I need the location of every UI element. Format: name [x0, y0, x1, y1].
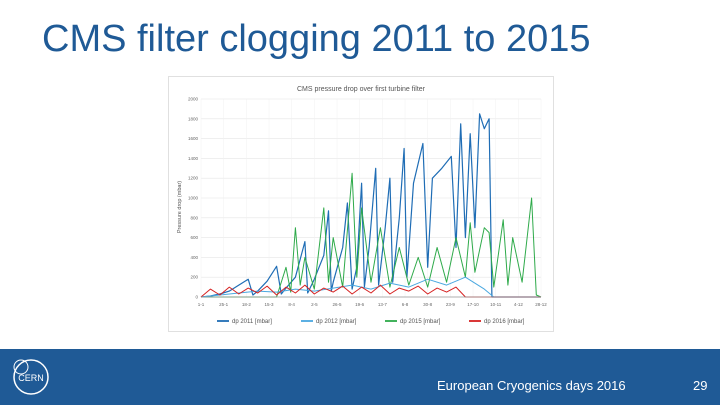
line-chart: CMS pressure drop over first turbine fil… — [177, 86, 547, 325]
x-tick-label: 26-5 — [332, 302, 342, 307]
y-tick-label: 1000 — [188, 196, 199, 201]
series-line-4 — [200, 284, 541, 298]
series-line-1 — [200, 113, 541, 298]
y-tick-label: 1200 — [188, 176, 199, 181]
x-tick-label: 17-10 — [467, 302, 479, 307]
chart-container: CMS pressure drop over first turbine fil… — [168, 76, 554, 332]
y-tick-label: 800 — [190, 215, 198, 220]
legend-label: dp 2012 [mbar] — [316, 319, 357, 325]
x-tick-label: 10-11 — [490, 302, 502, 307]
x-tick-label: 15-3 — [264, 302, 274, 307]
footer-event-text: European Cryogenics days 2016 — [437, 378, 626, 393]
x-tick-label: 28-12 — [535, 302, 547, 307]
x-tick-label: 18-2 — [242, 302, 252, 307]
x-tick-label: 4-12 — [514, 302, 524, 307]
x-tick-label: 13-7 — [378, 302, 388, 307]
x-tick-label: 8-4 — [288, 302, 295, 307]
y-axis-label: Pressure drop (mbar) — [177, 181, 183, 233]
x-tick-label: 19-6 — [355, 302, 365, 307]
x-tick-label: 30-8 — [423, 302, 433, 307]
y-tick-label: 0 — [195, 295, 198, 300]
y-tick-label: 1400 — [188, 156, 199, 161]
x-tick-label: 1-1 — [198, 302, 205, 307]
y-tick-label: 2000 — [188, 97, 199, 102]
y-tick-label: 1600 — [188, 136, 199, 141]
cern-logo: CERN — [13, 359, 49, 395]
x-tick-label: 23-9 — [446, 302, 456, 307]
page-number: 29 — [693, 378, 708, 393]
footer-bar: CERN European Cryogenics days 2016 29 — [0, 349, 720, 405]
y-tick-label: 200 — [190, 275, 198, 280]
legend-label: dp 2015 [mbar] — [400, 319, 441, 325]
x-tick-label: 6-8 — [402, 302, 409, 307]
series-line-3 — [201, 172, 542, 298]
x-tick-label: 2-5 — [311, 302, 318, 307]
slide-title: CMS filter clogging 2011 to 2015 — [42, 18, 591, 60]
y-tick-label: 600 — [190, 235, 198, 240]
x-tick-label: 25-1 — [219, 302, 229, 307]
logo-text: CERN — [18, 373, 44, 383]
y-tick-label: 400 — [190, 255, 198, 260]
y-tick-label: 1800 — [188, 116, 199, 121]
legend-label: dp 2016 [mbar] — [484, 319, 525, 325]
legend-label: dp 2011 [mbar] — [232, 319, 272, 325]
chart-title: CMS pressure drop over first turbine fil… — [297, 86, 426, 93]
